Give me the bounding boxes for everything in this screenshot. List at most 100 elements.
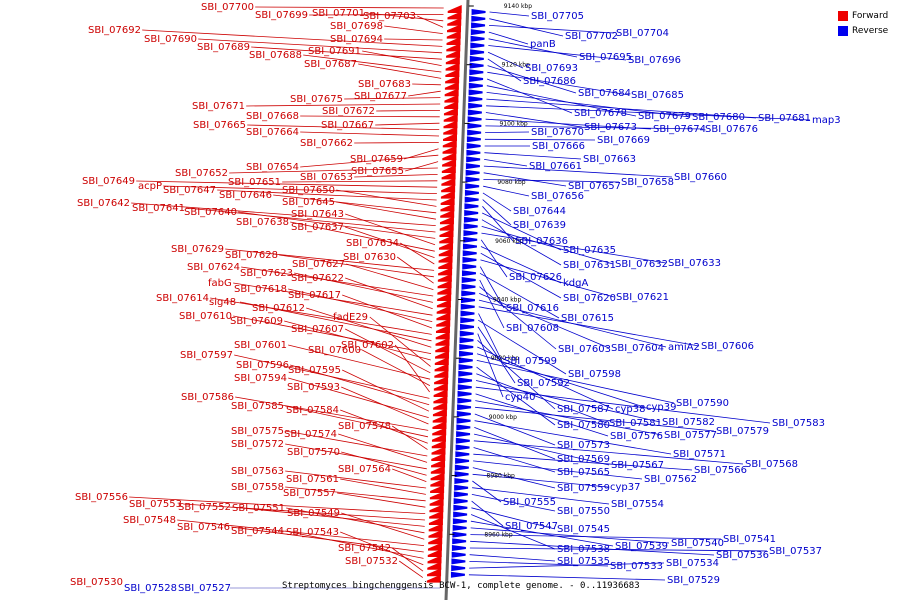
forward-gene-label: SBI_07574 — [284, 429, 337, 440]
forward-gene-arrow — [438, 261, 453, 269]
forward-gene-label: SBI_07597 — [180, 350, 233, 361]
reverse-gene-label: SBI_07579 — [716, 426, 769, 437]
reverse-gene-label: SBI_07534 — [666, 558, 719, 569]
reverse-gene-label: SBI_07626 — [509, 272, 562, 283]
reverse-gene-arrow — [465, 183, 480, 190]
forward-label-leader — [290, 221, 435, 252]
reverse-gene-label: SBI_07550 — [557, 506, 610, 517]
reverse-label-leader — [485, 112, 583, 128]
reverse-label-leader — [478, 313, 503, 362]
forward-gene-arrow — [428, 529, 443, 538]
forward-gene-arrow — [443, 107, 458, 116]
reverse-gene-label: SBI_07590 — [676, 398, 729, 409]
reverse-label-leader — [487, 71, 630, 96]
reverse-gene-arrow — [451, 545, 466, 551]
reverse-gene-arrow — [461, 270, 476, 277]
reverse-gene-label: SBI_07666 — [532, 141, 585, 152]
reverse-gene-label: SBI_07644 — [513, 206, 566, 217]
forward-gene-label: SBI_07667 — [321, 120, 374, 131]
reverse-gene-arrow — [454, 478, 469, 484]
forward-gene-label: SBI_07650 — [282, 185, 335, 196]
forward-gene-label: SBI_07607 — [291, 324, 344, 335]
forward-gene-arrow — [447, 17, 462, 26]
forward-label-leader — [286, 507, 425, 534]
forward-gene-arrow — [447, 5, 462, 13]
forward-label-leader — [345, 213, 436, 246]
reverse-label-leader — [470, 514, 556, 550]
reverse-gene-arrow — [464, 210, 479, 216]
forward-gene-arrow — [442, 158, 457, 167]
forward-gene-label: fabG — [208, 278, 232, 289]
forward-gene-arrow — [440, 190, 455, 199]
forward-label-leader — [282, 180, 438, 183]
forward-label-leader — [290, 364, 430, 406]
forward-gene-label: fadE29 — [333, 312, 368, 323]
forward-gene-arrow — [435, 350, 450, 359]
reverse-gene-arrow — [454, 464, 469, 471]
reverse-gene-arrow — [471, 9, 486, 15]
ruler-label: 9100 kbp — [499, 120, 527, 127]
reverse-gene-label: SBI_07580 — [557, 420, 610, 431]
reverse-gene-label: SBI_07661 — [529, 161, 582, 172]
forward-gene-label: SBI_07637 — [291, 222, 344, 233]
reverse-label-leader — [471, 507, 556, 530]
forward-gene-arrow — [429, 510, 444, 519]
forward-gene-arrow — [437, 293, 452, 301]
reverse-label-leader — [486, 98, 757, 119]
forward-gene-label: SBI_07675 — [290, 94, 343, 105]
reverse-label-leader — [486, 105, 811, 121]
reverse-label-leader — [483, 165, 673, 178]
forward-gene-arrow — [442, 139, 457, 148]
ruler-label: 9080 kbp — [497, 179, 525, 186]
forward-gene-label: SBI_07561 — [286, 474, 339, 485]
forward-gene-arrow — [432, 414, 447, 423]
reverse-gene-arrow — [451, 558, 466, 565]
reverse-label-leader — [488, 45, 627, 61]
forward-label-leader — [300, 115, 440, 118]
forward-gene-arrow — [427, 555, 442, 564]
reverse-label-leaders — [468, 11, 811, 581]
reverse-label-leader — [486, 78, 573, 114]
reverse-label-leader — [476, 360, 675, 404]
forward-label-leader — [241, 266, 434, 297]
forward-label-leader — [392, 468, 427, 482]
reverse-gene-label: SBI_07636 — [515, 236, 568, 247]
forward-gene-arrow — [430, 472, 445, 481]
reverse-gene-arrow — [451, 565, 466, 572]
reverse-gene-label: cyp40 — [505, 392, 536, 403]
reverse-label-leader — [480, 239, 508, 278]
forward-label-leader — [399, 242, 435, 265]
reverse-label-leader — [480, 259, 615, 298]
forward-label-leader — [340, 478, 426, 495]
reverse-gene-label: SBI_07529 — [667, 575, 720, 586]
reverse-gene-arrow — [457, 397, 472, 404]
reverse-gene-label: SBI_07541 — [723, 534, 776, 545]
reverse-gene-arrow — [467, 129, 482, 136]
forward-label-leader — [337, 492, 426, 508]
forward-gene-arrow — [431, 446, 446, 455]
reverse-label-leader — [483, 185, 530, 197]
forward-gene-label: SBI_07700 — [201, 2, 254, 13]
reverse-gene-arrow — [469, 69, 484, 76]
reverse-gene-arrow — [470, 42, 485, 49]
reverse-gene-arrow — [453, 491, 468, 498]
reverse-label-leader — [473, 453, 693, 471]
forward-gene-label: SBI_07688 — [249, 50, 302, 61]
reverse-gene-arrow — [469, 55, 484, 62]
reverse-gene-label: panB — [530, 39, 556, 50]
forward-gene-arrow — [443, 126, 458, 135]
forward-gene-arrow — [433, 401, 448, 410]
forward-label-leader — [142, 29, 443, 47]
reverse-label-leader — [484, 138, 596, 141]
legend-forward: Forward — [838, 8, 888, 23]
reverse-gene-arrow — [453, 504, 468, 511]
reverse-gene-label: map3 — [812, 115, 841, 126]
reverse-label-leader — [479, 266, 505, 309]
forward-gene-label: SBI_07572 — [231, 439, 284, 450]
reverse-gene-arrow — [468, 89, 483, 96]
reverse-gene-label: SBI_07660 — [674, 172, 727, 183]
forward-gene-label: SBI_07652 — [175, 168, 228, 179]
forward-gene-label: SBI_07558 — [231, 482, 284, 493]
forward-label-leader — [362, 50, 442, 66]
reverse-gene-label: SBI_07663 — [583, 154, 636, 165]
